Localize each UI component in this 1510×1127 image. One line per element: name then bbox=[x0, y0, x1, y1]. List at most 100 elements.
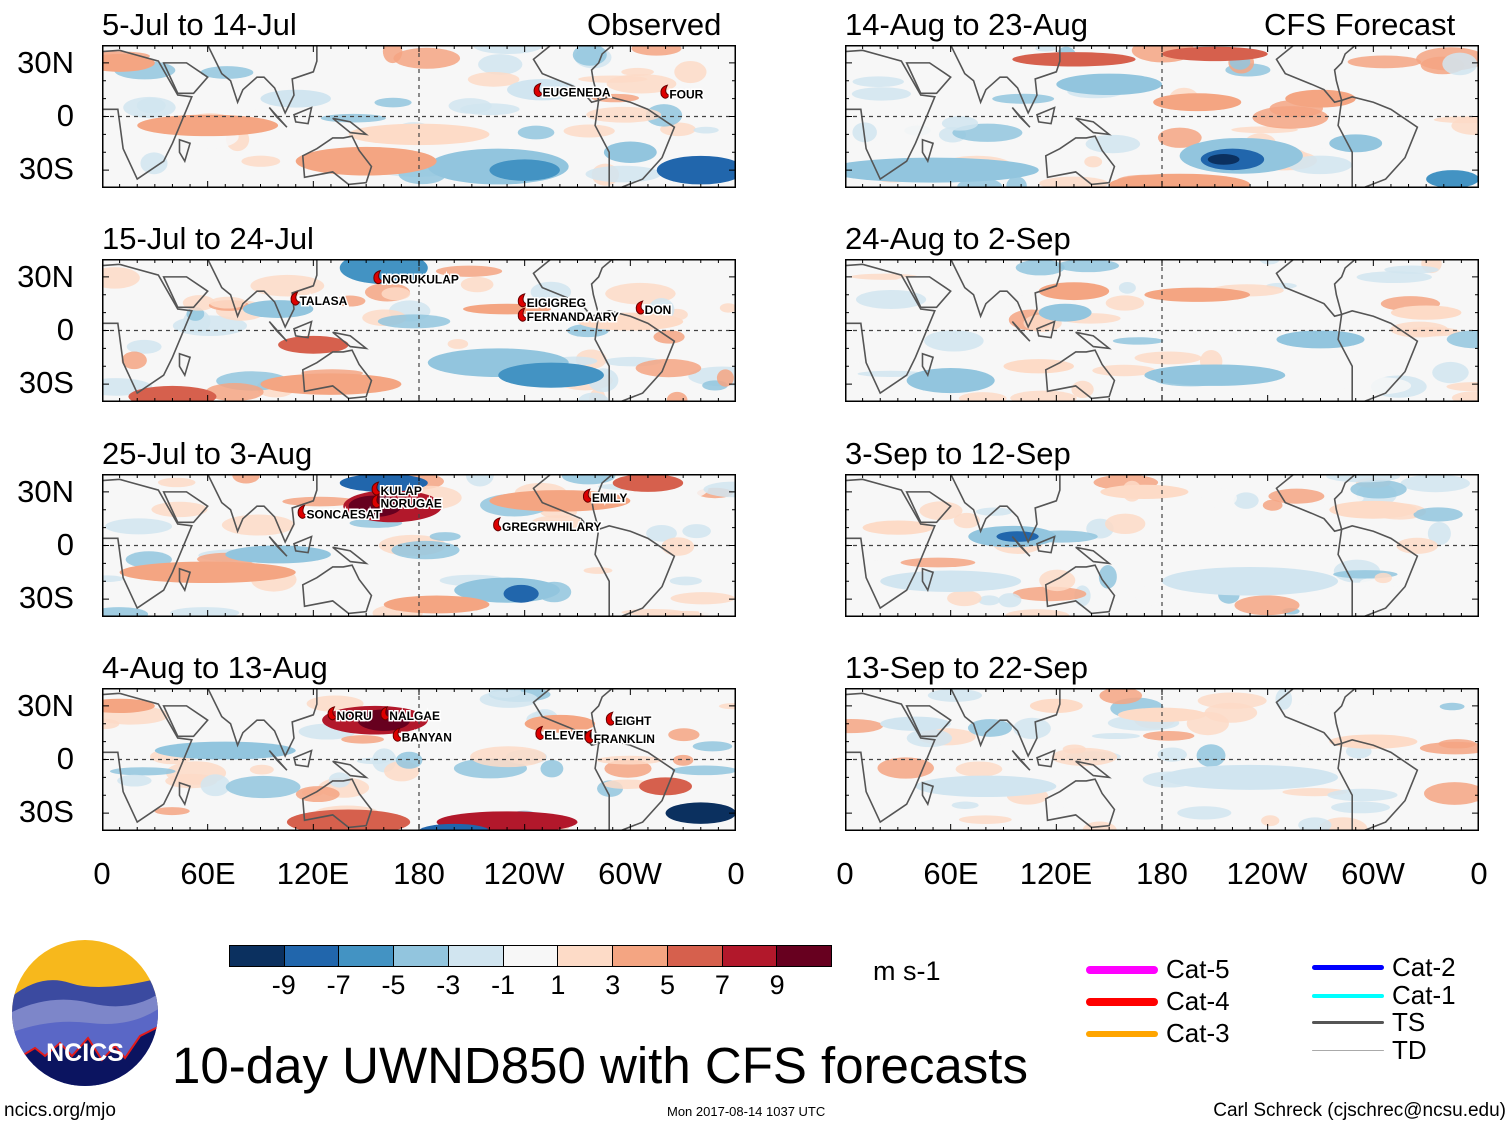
coastline bbox=[949, 688, 1061, 758]
anomaly-contour bbox=[531, 515, 584, 530]
anomaly-contour bbox=[260, 89, 331, 108]
storm-marker: FRANKLIN bbox=[584, 729, 656, 748]
anomaly-contour bbox=[313, 577, 355, 595]
anomaly-contour bbox=[1252, 106, 1329, 129]
anomaly-contour bbox=[1006, 176, 1027, 188]
map-panel bbox=[845, 45, 1479, 188]
anomaly-contour bbox=[661, 537, 695, 556]
anomaly-contour bbox=[586, 106, 662, 123]
lat-label-1: 0 bbox=[56, 98, 74, 133]
lon-label-0: 0 bbox=[93, 856, 111, 891]
anomaly-contour bbox=[1390, 305, 1462, 320]
anomaly-contour bbox=[1234, 595, 1300, 616]
anomaly-contour bbox=[585, 165, 662, 183]
colorbar-bin bbox=[283, 946, 339, 966]
lat-label-2: 30S bbox=[18, 794, 74, 829]
anomaly-contour bbox=[996, 742, 1032, 752]
anomaly-contour bbox=[906, 729, 953, 748]
anomaly-contour bbox=[1329, 500, 1418, 519]
anomaly-contour bbox=[137, 114, 279, 137]
anomaly-contour bbox=[479, 690, 538, 708]
anomaly-contour bbox=[467, 72, 520, 87]
coastline bbox=[301, 778, 373, 829]
anomaly-contour bbox=[1446, 382, 1479, 392]
anomaly-contour bbox=[374, 97, 412, 108]
anomaly-contour bbox=[927, 474, 954, 486]
anomaly-contour bbox=[992, 93, 1055, 104]
legend-item-cat-3: Cat-3 bbox=[1086, 1018, 1230, 1049]
hurricane-icon bbox=[373, 269, 384, 285]
anomaly-contour bbox=[639, 777, 692, 796]
panel-title: 3-Sep to 12-Sep bbox=[845, 436, 1071, 471]
anomaly-contour bbox=[1347, 55, 1422, 69]
anomaly-contour bbox=[1356, 271, 1432, 284]
coastline bbox=[1011, 321, 1031, 342]
anomaly-contour bbox=[671, 765, 736, 776]
map-panel bbox=[845, 474, 1479, 617]
anomaly-contour bbox=[154, 807, 190, 816]
anomaly-contour bbox=[596, 755, 663, 765]
anomaly-contour bbox=[463, 303, 552, 315]
hurricane-icon bbox=[635, 300, 646, 315]
anomaly-contour bbox=[1427, 522, 1451, 546]
website-link[interactable]: ncics.org/mjo bbox=[4, 1100, 116, 1121]
storm-label: EIGIGREG bbox=[527, 296, 586, 310]
coastline bbox=[301, 564, 373, 615]
anomaly-contour bbox=[656, 155, 736, 185]
storm-marker: EMILY bbox=[582, 488, 629, 507]
colorbar-bin bbox=[502, 946, 558, 966]
coastline bbox=[594, 525, 676, 617]
storm-label: NORUGAE bbox=[380, 497, 441, 511]
anomaly-contour bbox=[1446, 330, 1479, 349]
coastline bbox=[1036, 320, 1056, 339]
anomaly-contour bbox=[540, 759, 564, 778]
anomaly-contour bbox=[1442, 52, 1478, 76]
panel-title: 13-Sep to 22-Sep bbox=[845, 650, 1089, 685]
anomaly-contour bbox=[200, 774, 231, 797]
anomaly-contour bbox=[1038, 282, 1110, 301]
lon-label-1: 60E bbox=[923, 856, 979, 891]
anomaly-contour bbox=[1438, 739, 1477, 749]
anomaly-contour bbox=[1003, 359, 1074, 374]
anomaly-contour bbox=[295, 146, 437, 176]
coastline bbox=[1036, 106, 1056, 125]
coastline bbox=[921, 781, 935, 807]
lon-label-6: 0 bbox=[1470, 856, 1488, 891]
anomaly-contour bbox=[1144, 364, 1286, 386]
colorbar-bin bbox=[447, 946, 503, 966]
legend-line-swatch bbox=[1312, 1049, 1384, 1052]
colorbar-tick-label: -1 bbox=[491, 970, 516, 1000]
anomaly-contour bbox=[383, 595, 490, 614]
anomaly-contour bbox=[102, 607, 149, 617]
anomaly-contour bbox=[1233, 492, 1259, 509]
anomaly-contour bbox=[692, 741, 733, 752]
coastline bbox=[1011, 107, 1031, 128]
anomaly-contour bbox=[578, 392, 609, 402]
legend-label: Cat-5 bbox=[1166, 954, 1230, 984]
anomaly-contour bbox=[117, 774, 152, 787]
anomaly-contour bbox=[1331, 801, 1391, 814]
coastline bbox=[1044, 135, 1116, 186]
map-frame bbox=[102, 45, 736, 188]
anomaly-contour bbox=[1162, 566, 1339, 596]
anomaly-contour bbox=[209, 296, 247, 309]
lon-label-1: 60E bbox=[180, 856, 236, 891]
anomaly-contour bbox=[1285, 89, 1356, 108]
coastline bbox=[1075, 117, 1112, 136]
legend-line-swatch bbox=[1312, 993, 1384, 998]
coastline bbox=[332, 331, 369, 350]
lon-label-6: 0 bbox=[727, 856, 745, 891]
panel-title: 4-Aug to 13-Aug bbox=[102, 650, 328, 685]
anomaly-contour bbox=[1153, 93, 1242, 112]
observed-column-title: Observed bbox=[587, 7, 722, 42]
anomaly-contour bbox=[282, 496, 358, 507]
figure-title: 10-day UWND850 with CFS forecasts bbox=[172, 1037, 1028, 1094]
anomaly-contour bbox=[102, 267, 140, 289]
anomaly-contour bbox=[1326, 474, 1401, 483]
anomaly-contour bbox=[924, 330, 984, 352]
lon-label-3: 180 bbox=[393, 856, 445, 891]
timestamp: Mon 2017-08-14 1037 UTC bbox=[667, 1104, 826, 1119]
coastline bbox=[905, 705, 952, 738]
anomaly-contour bbox=[1350, 479, 1407, 499]
